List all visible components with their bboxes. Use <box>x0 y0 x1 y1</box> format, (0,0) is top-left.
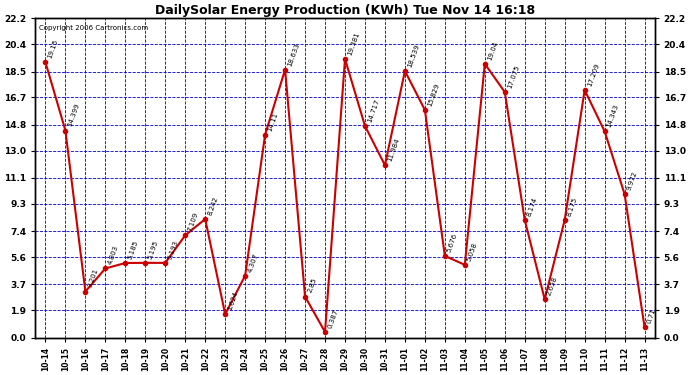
Text: 17.075: 17.075 <box>506 64 520 89</box>
Text: 5.193: 5.193 <box>167 239 179 260</box>
Text: 2.85: 2.85 <box>306 277 317 294</box>
Text: 8.242: 8.242 <box>206 195 219 216</box>
Text: 19.381: 19.381 <box>346 31 360 56</box>
Text: 2.658: 2.658 <box>546 276 559 297</box>
Text: 19.15: 19.15 <box>47 39 59 59</box>
Text: 4.803: 4.803 <box>107 245 119 266</box>
Text: 14.343: 14.343 <box>606 104 620 129</box>
Text: 8.175: 8.175 <box>566 196 579 217</box>
Text: 9.972: 9.972 <box>626 170 638 191</box>
Text: 19.04: 19.04 <box>486 40 499 61</box>
Text: 14.717: 14.717 <box>366 98 380 123</box>
Text: 8.174: 8.174 <box>526 196 539 217</box>
Text: Copyright 2006 Cartronics.com: Copyright 2006 Cartronics.com <box>39 25 148 31</box>
Text: 15.829: 15.829 <box>426 82 440 107</box>
Text: 5.185: 5.185 <box>127 239 139 260</box>
Text: 11.984: 11.984 <box>386 137 400 162</box>
Text: 0.387: 0.387 <box>326 308 339 329</box>
Text: 5.676: 5.676 <box>446 232 459 253</box>
Text: 14.11: 14.11 <box>266 111 279 132</box>
Text: 18.633: 18.633 <box>286 42 301 67</box>
Text: 17.209: 17.209 <box>586 62 600 87</box>
Text: 5.195: 5.195 <box>147 239 159 260</box>
Text: 3.201: 3.201 <box>87 268 99 289</box>
Text: 5.058: 5.058 <box>466 241 479 262</box>
Text: 18.539: 18.539 <box>406 43 420 68</box>
Text: 1.624: 1.624 <box>226 291 239 311</box>
Text: 0.71: 0.71 <box>646 308 657 325</box>
Text: 4.307: 4.307 <box>246 252 259 273</box>
Text: 14.399: 14.399 <box>67 102 81 128</box>
Text: 7.109: 7.109 <box>186 211 199 232</box>
Title: DailySolar Energy Production (KWh) Tue Nov 14 16:18: DailySolar Energy Production (KWh) Tue N… <box>155 4 535 17</box>
